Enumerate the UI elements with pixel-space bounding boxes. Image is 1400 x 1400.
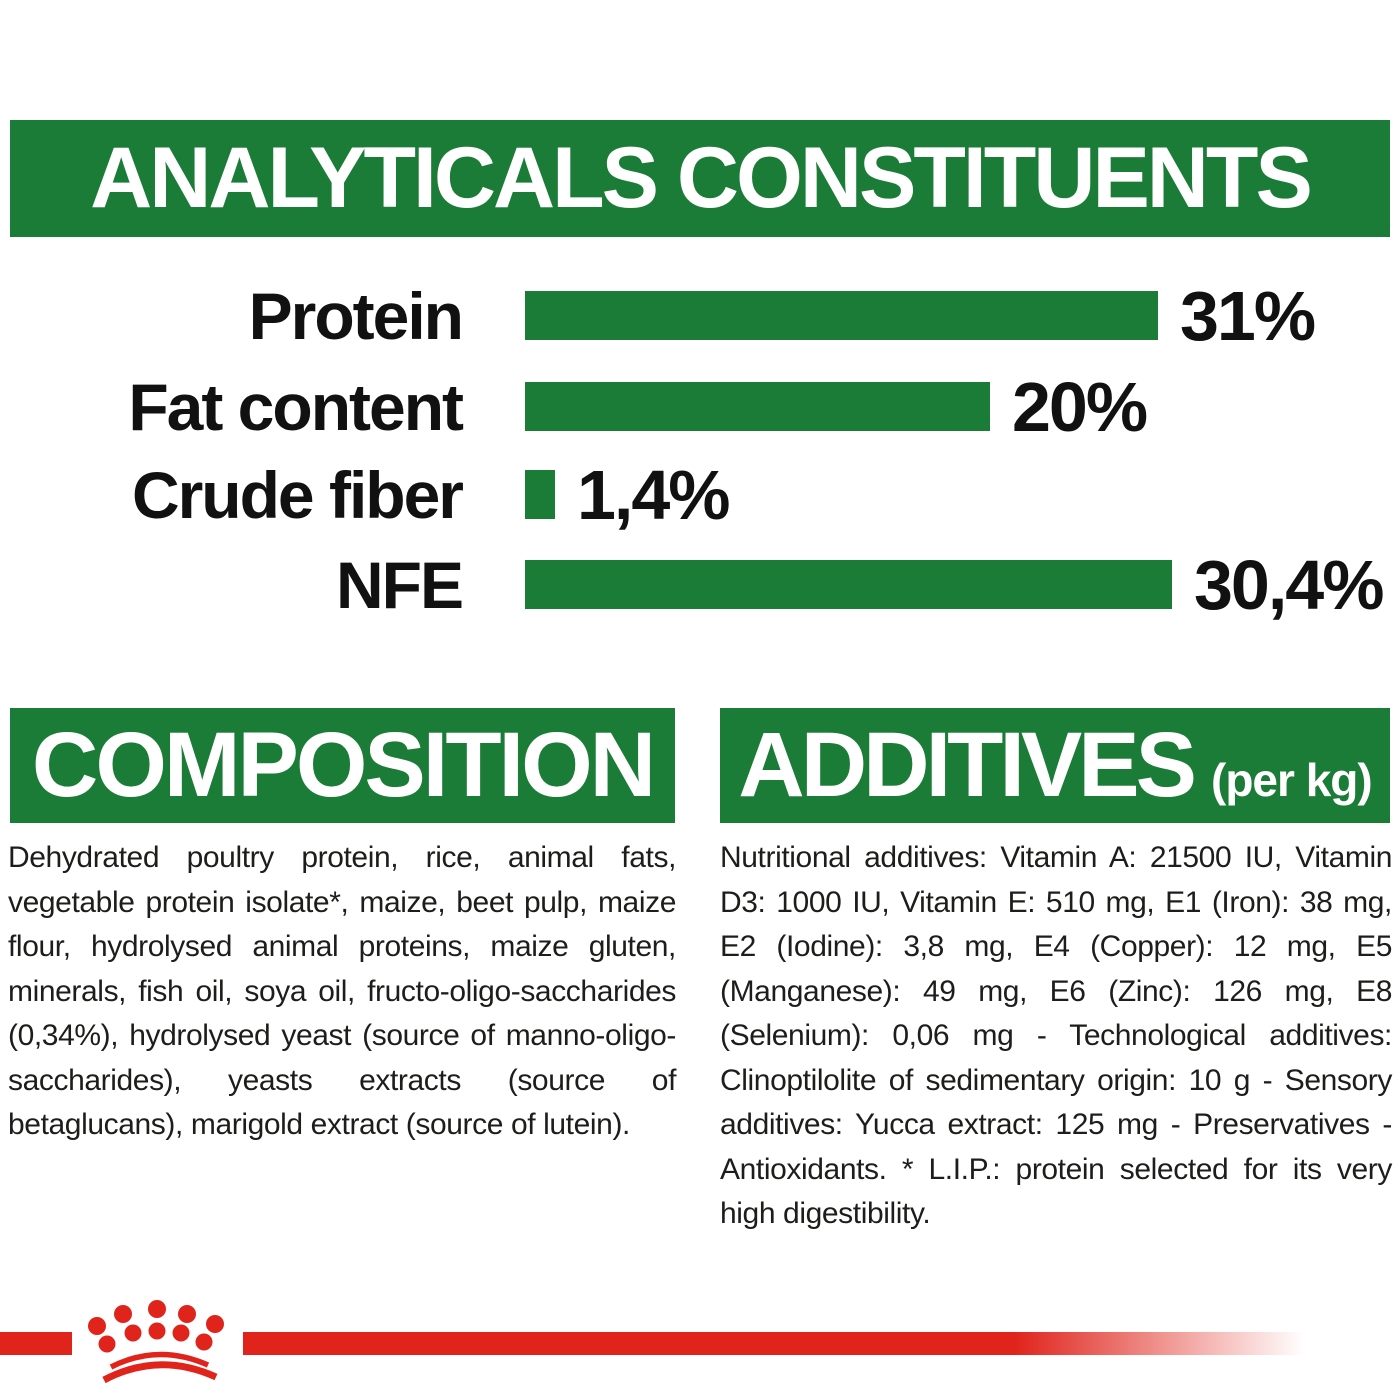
bar-value: 31%: [1180, 276, 1316, 355]
red-rule-left: [0, 1332, 72, 1355]
bar-protein: [525, 291, 1158, 340]
red-rule-right: [243, 1332, 1315, 1355]
bar-value: 30,4%: [1194, 545, 1384, 624]
additives-title: ADDITIVES: [738, 714, 1197, 816]
composition-header-banner: COMPOSITION: [10, 708, 675, 823]
chart-row-fiber: Crude fiber 1,4%: [0, 456, 1400, 534]
additives-header-banner: ADDITIVES (per kg): [720, 708, 1390, 823]
royal-canin-crown-icon: [88, 1300, 224, 1384]
bar-value: 1,4%: [577, 455, 731, 534]
chart-row-nfe: NFE 30,4%: [0, 546, 1400, 624]
bar-label: Crude fiber: [131, 457, 464, 532]
chart-row-fat: Fat content 20%: [0, 368, 1400, 446]
composition-title: COMPOSITION: [31, 714, 656, 816]
chart-row-protein: Protein 31%: [0, 277, 1400, 355]
additives-unit-note: (per kg): [1211, 754, 1373, 806]
bar-fiber: [525, 470, 555, 519]
analyticals-header-banner: ANALYTICALS CONSTITUENTS: [10, 120, 1390, 237]
additives-body: Nutritional additives: Vitamin A: 21500 …: [720, 841, 1392, 1230]
bar-value: 20%: [1012, 367, 1148, 446]
bar-label: Fat content: [128, 369, 464, 444]
bar-fat: [525, 382, 990, 431]
bar-nfe: [525, 560, 1172, 609]
bar-label: Protein: [248, 278, 464, 353]
analyticals-header-title: ANALYTICALS CONSTITUENTS: [90, 130, 1313, 226]
bar-label: NFE: [336, 547, 464, 622]
composition-body: Dehydrated poultry protein, rice, animal…: [8, 841, 676, 1141]
